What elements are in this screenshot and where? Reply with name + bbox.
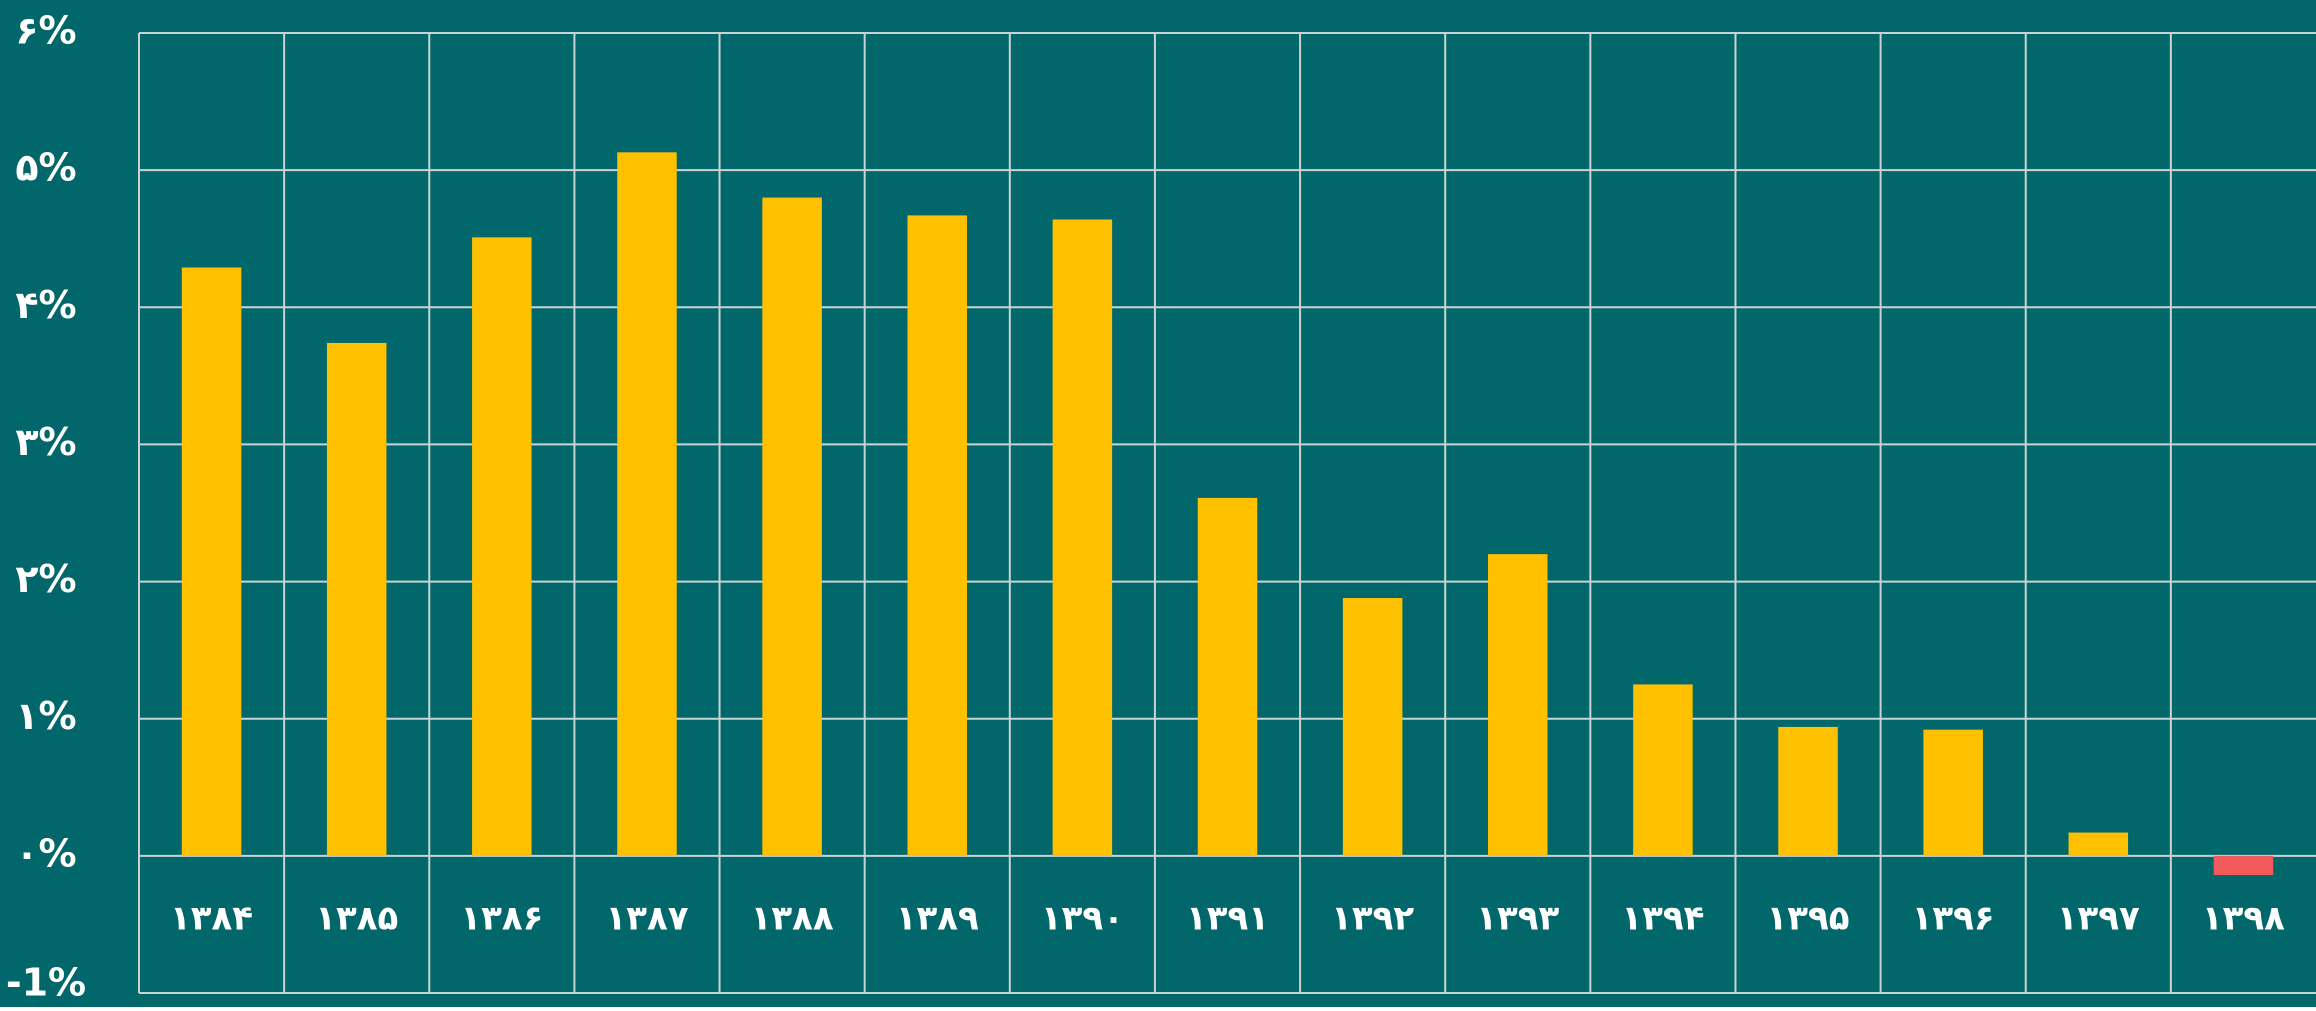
y-tick-label: ۴% — [15, 283, 76, 327]
x-tick-label: ۱۳۹۳ — [1476, 899, 1559, 939]
x-tick-label: ۱۳۹۱ — [1186, 899, 1269, 939]
y-tick-label: ۲% — [15, 557, 76, 601]
x-tick-label: ۱۳۹۲ — [1331, 899, 1414, 939]
x-tick-label: ۱۳۹۶ — [1912, 899, 1995, 939]
bar — [1488, 554, 1548, 856]
y-tick-label: ۶% — [15, 9, 76, 53]
bar — [762, 197, 822, 856]
x-tick-label: ۱۳۸۹ — [896, 899, 979, 939]
y-tick-label: ۳% — [15, 420, 76, 464]
y-tick-label: ۱% — [15, 694, 76, 738]
bar — [1778, 726, 1838, 856]
y-tick-label: -1% — [6, 961, 86, 1005]
x-tick-label: ۱۳۹۴ — [1621, 899, 1704, 939]
bar — [472, 237, 532, 856]
x-tick-label: ۱۳۸۶ — [460, 899, 543, 939]
x-tick-label: ۱۳۸۴ — [170, 899, 253, 939]
x-tick-label: ۱۳۸۵ — [315, 899, 398, 939]
bar — [2213, 855, 2274, 876]
bar — [1197, 497, 1258, 856]
bar — [617, 152, 677, 856]
bar — [1052, 219, 1113, 856]
bar — [2068, 832, 2129, 856]
x-tick-label: ۱۳۹۵ — [1767, 899, 1850, 939]
bar — [1923, 729, 1983, 856]
x-tick-label: ۱۳۹۷ — [2057, 899, 2140, 939]
bar — [1342, 598, 1403, 856]
x-tick-label: ۱۳۹۰ — [1041, 899, 1124, 939]
bar — [907, 215, 967, 856]
y-tick-label: ۵% — [15, 146, 76, 190]
bar — [326, 342, 387, 856]
x-tick-label: ۱۳۸۷ — [605, 899, 688, 939]
bar — [181, 267, 242, 856]
bar — [1633, 684, 1693, 856]
y-tick-label: ۰% — [15, 831, 76, 875]
x-tick-label: ۱۳۹۸ — [2202, 899, 2285, 939]
x-tick-label: ۱۳۸۸ — [751, 899, 834, 939]
